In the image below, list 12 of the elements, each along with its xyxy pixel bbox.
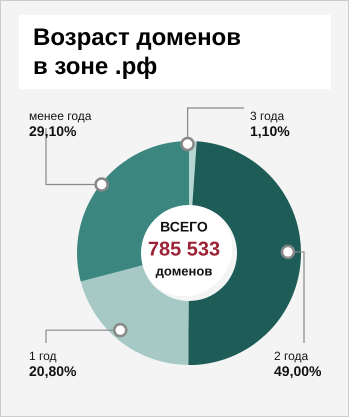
text: 785 533 (148, 238, 220, 260)
data-label: 20,80% (29, 363, 78, 379)
text: ВСЕГО (160, 218, 208, 235)
slice-label: менее года (29, 109, 92, 123)
data-label: 49,00% (274, 363, 322, 379)
slice-label: 3 года (250, 109, 285, 123)
chart-title: Возраст доменов в зоне .рф (33, 23, 242, 81)
slice-label: 1 год (29, 349, 57, 363)
data-label: 1,10% (250, 123, 290, 139)
data-label: 29,10% (29, 123, 78, 139)
text: доменов (156, 263, 212, 278)
slice-label: 2 года (274, 349, 309, 363)
